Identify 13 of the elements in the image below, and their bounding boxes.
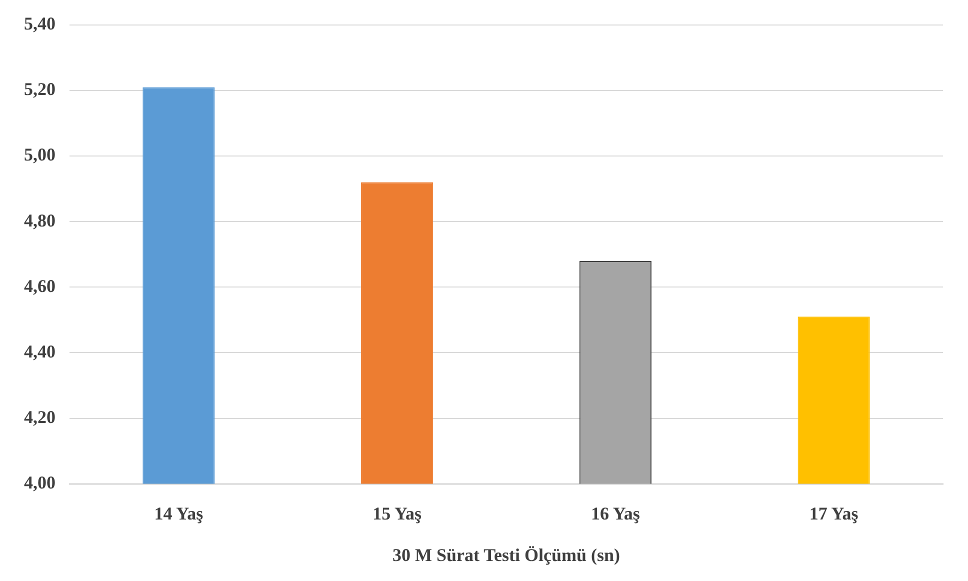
y-tick-label: 5,40 [24,14,56,34]
x-tick-label: 14 Yaş [154,503,204,524]
y-tick-label: 4,60 [24,276,56,296]
y-tick-label: 4,00 [24,472,56,492]
y-tick-label: 5,20 [24,79,56,100]
x-tick-label: 15 Yaş [372,503,422,524]
x-axis-title: 30 M Sürat Testi Ölçümü (sn) [392,544,620,565]
x-tick-label: 16 Yaş [591,503,640,524]
y-tick-label: 4,20 [24,406,56,427]
x-tick-label: 17 Yaş [809,503,858,524]
y-tick-label: 5,00 [24,144,56,165]
y-tick-label: 4,80 [24,210,56,230]
y-tick-label: 4,40 [24,341,56,362]
